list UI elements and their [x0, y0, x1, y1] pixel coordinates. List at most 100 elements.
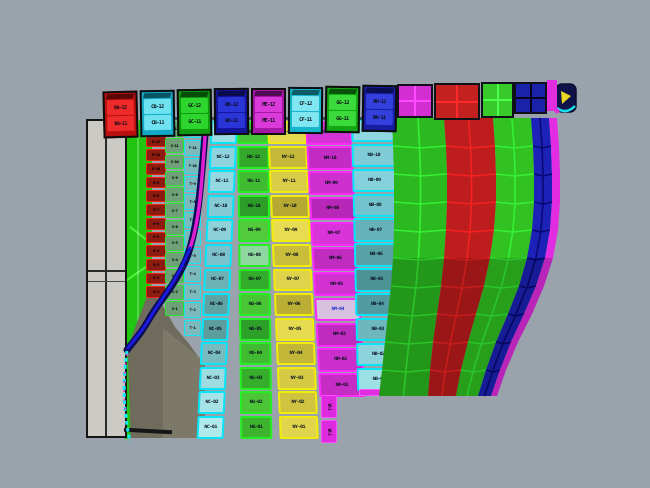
panel-label: R-12	[152, 138, 160, 144]
panel-label: BD-11	[225, 117, 238, 124]
panel-cell[interactable]: ME-11	[255, 113, 282, 128]
panel-cell[interactable]: T-9	[184, 175, 201, 193]
panel-cell[interactable]: GG-11	[328, 110, 356, 127]
floating-panel-stack-3[interactable]: GC-12 GC-11	[176, 88, 213, 137]
grid-line	[483, 99, 512, 102]
panel-cell[interactable]: T-2	[184, 301, 201, 319]
grid-column-red[interactable]	[428, 118, 496, 396]
panel-cell[interactable]: CF-12	[291, 95, 320, 112]
panel-label: ME-12	[262, 101, 275, 108]
panel-label: CB-12	[151, 103, 164, 110]
panel-label: R-6	[153, 220, 159, 226]
grid-column-blue[interactable]	[478, 118, 552, 396]
panel-cell[interactable]: T-3	[184, 283, 201, 301]
reference-panel-seam	[88, 270, 125, 272]
panel-cell[interactable]: BH-12	[365, 93, 394, 110]
panel-top-bevel	[365, 87, 395, 94]
reference-panel[interactable]	[86, 119, 127, 438]
curved-strut[interactable]	[122, 118, 210, 443]
panel-top-bevel	[142, 92, 172, 99]
panel-cell[interactable]: S-8	[165, 187, 184, 202]
panel-top-bevel	[179, 91, 209, 98]
floating-panel-stack-8[interactable]: BH-12 BH-11	[361, 84, 398, 133]
panel-label: T-4	[189, 271, 196, 276]
panel-label: S-7	[171, 208, 178, 213]
panel-label: R-5	[153, 234, 159, 240]
floating-panel-stack-5[interactable]: ME-12 ME-11	[251, 88, 286, 135]
panel-top-bevel	[254, 91, 283, 96]
floating-panel-stack-6[interactable]: CF-12 CF-11	[287, 86, 324, 135]
panel-cell[interactable]: BD-12	[217, 96, 246, 113]
magenta-footer-strip[interactable]: VM-1 VM-2	[321, 395, 337, 444]
panel-cell[interactable]: RA-11	[107, 115, 135, 132]
panel-cell[interactable]: ME-12	[255, 97, 282, 112]
panel-cell[interactable]: RA-12	[106, 99, 135, 116]
panel-cell[interactable]: S-6	[165, 219, 184, 235]
end-cap[interactable]	[553, 83, 577, 114]
top-grid-red[interactable]	[434, 83, 480, 120]
panel-label: VM-2	[327, 428, 332, 435]
grid-column-green-a[interactable]	[379, 118, 447, 396]
panel-label: R-11	[152, 152, 160, 158]
panel-label: S-10	[170, 159, 179, 164]
panel-label: S-9	[171, 175, 178, 181]
panel-label: VM-1	[327, 403, 332, 410]
panel-cell[interactable]: S-7	[165, 203, 184, 219]
right-grid-strips[interactable]	[379, 117, 560, 397]
floating-panel-stack-1[interactable]: RA-12 RA-11	[102, 90, 139, 139]
panel-cell[interactable]: CF-11	[291, 111, 319, 128]
panel-label: S-5	[171, 240, 178, 246]
grid-line	[507, 313, 525, 317]
panel-cell[interactable]: S-11	[165, 138, 184, 154]
reference-panel-divider	[105, 121, 107, 436]
grid-line	[402, 117, 422, 397]
top-grid-magenta[interactable]	[397, 84, 433, 118]
panel-top-bevel	[105, 93, 135, 100]
panel-cell[interactable]: BD-11	[218, 112, 246, 129]
strip-shading	[456, 258, 527, 396]
panel-cell[interactable]: GG-12	[328, 94, 357, 111]
panel-label: S-6	[171, 224, 178, 229]
panel-cell[interactable]: R-4	[146, 245, 166, 257]
panel-label: T-3	[189, 289, 196, 294]
panel-cell[interactable]: BH-11	[365, 109, 393, 126]
panel-label: GG-12	[336, 99, 349, 106]
floating-panel-stack-7[interactable]: GG-12 GG-11	[324, 85, 361, 134]
panel-label: R-7	[153, 207, 159, 212]
panel-label: S-1	[171, 305, 178, 311]
panel-cell[interactable]: VM-2	[321, 420, 337, 443]
panel-label: R-10	[152, 166, 160, 171]
panel-cell[interactable]: S-9	[165, 170, 184, 186]
floating-panel-stack-2[interactable]: CB-12 CB-11	[139, 89, 176, 138]
strut-dashed-tail	[122, 350, 132, 443]
panel-label: CB-11	[151, 119, 164, 126]
top-bar-magenta	[547, 80, 557, 111]
panel-cell[interactable]: GC-11	[181, 113, 209, 130]
panel-cell[interactable]: VM-1	[321, 395, 337, 418]
panel-cell[interactable]: CB-12	[143, 98, 172, 115]
panel-cell[interactable]: T-4	[184, 265, 201, 283]
panel-cell[interactable]: S-5	[165, 236, 184, 251]
panel-label: S-8	[171, 191, 178, 197]
top-grid-green[interactable]	[481, 82, 514, 118]
grid-line	[483, 117, 544, 397]
panel-cell[interactable]: S-10	[165, 154, 184, 170]
panel-label: RA-11	[114, 120, 128, 127]
panel-label: S-2	[171, 289, 178, 295]
grid-edge-magenta[interactable]	[491, 118, 560, 396]
panel-cell[interactable]: GC-12	[180, 97, 209, 114]
panel-label: T-7	[189, 217, 196, 222]
floating-panel-stack-4[interactable]: BD-12 BD-11	[213, 87, 250, 136]
strut-dashed-tail-pink	[123, 353, 128, 416]
panel-label: T-11	[188, 145, 197, 150]
panel-label: BH-12	[373, 98, 386, 105]
top-grid-blue[interactable]	[514, 82, 547, 114]
panel-cell[interactable]: CB-11	[144, 114, 172, 131]
panel-cell[interactable]: S-1	[165, 301, 184, 316]
panel-label: CF-12	[299, 100, 312, 107]
panel-cell[interactable]: T-1	[184, 319, 201, 336]
panel-label: GC-11	[188, 118, 201, 125]
panel-label: RA-12	[113, 104, 127, 111]
